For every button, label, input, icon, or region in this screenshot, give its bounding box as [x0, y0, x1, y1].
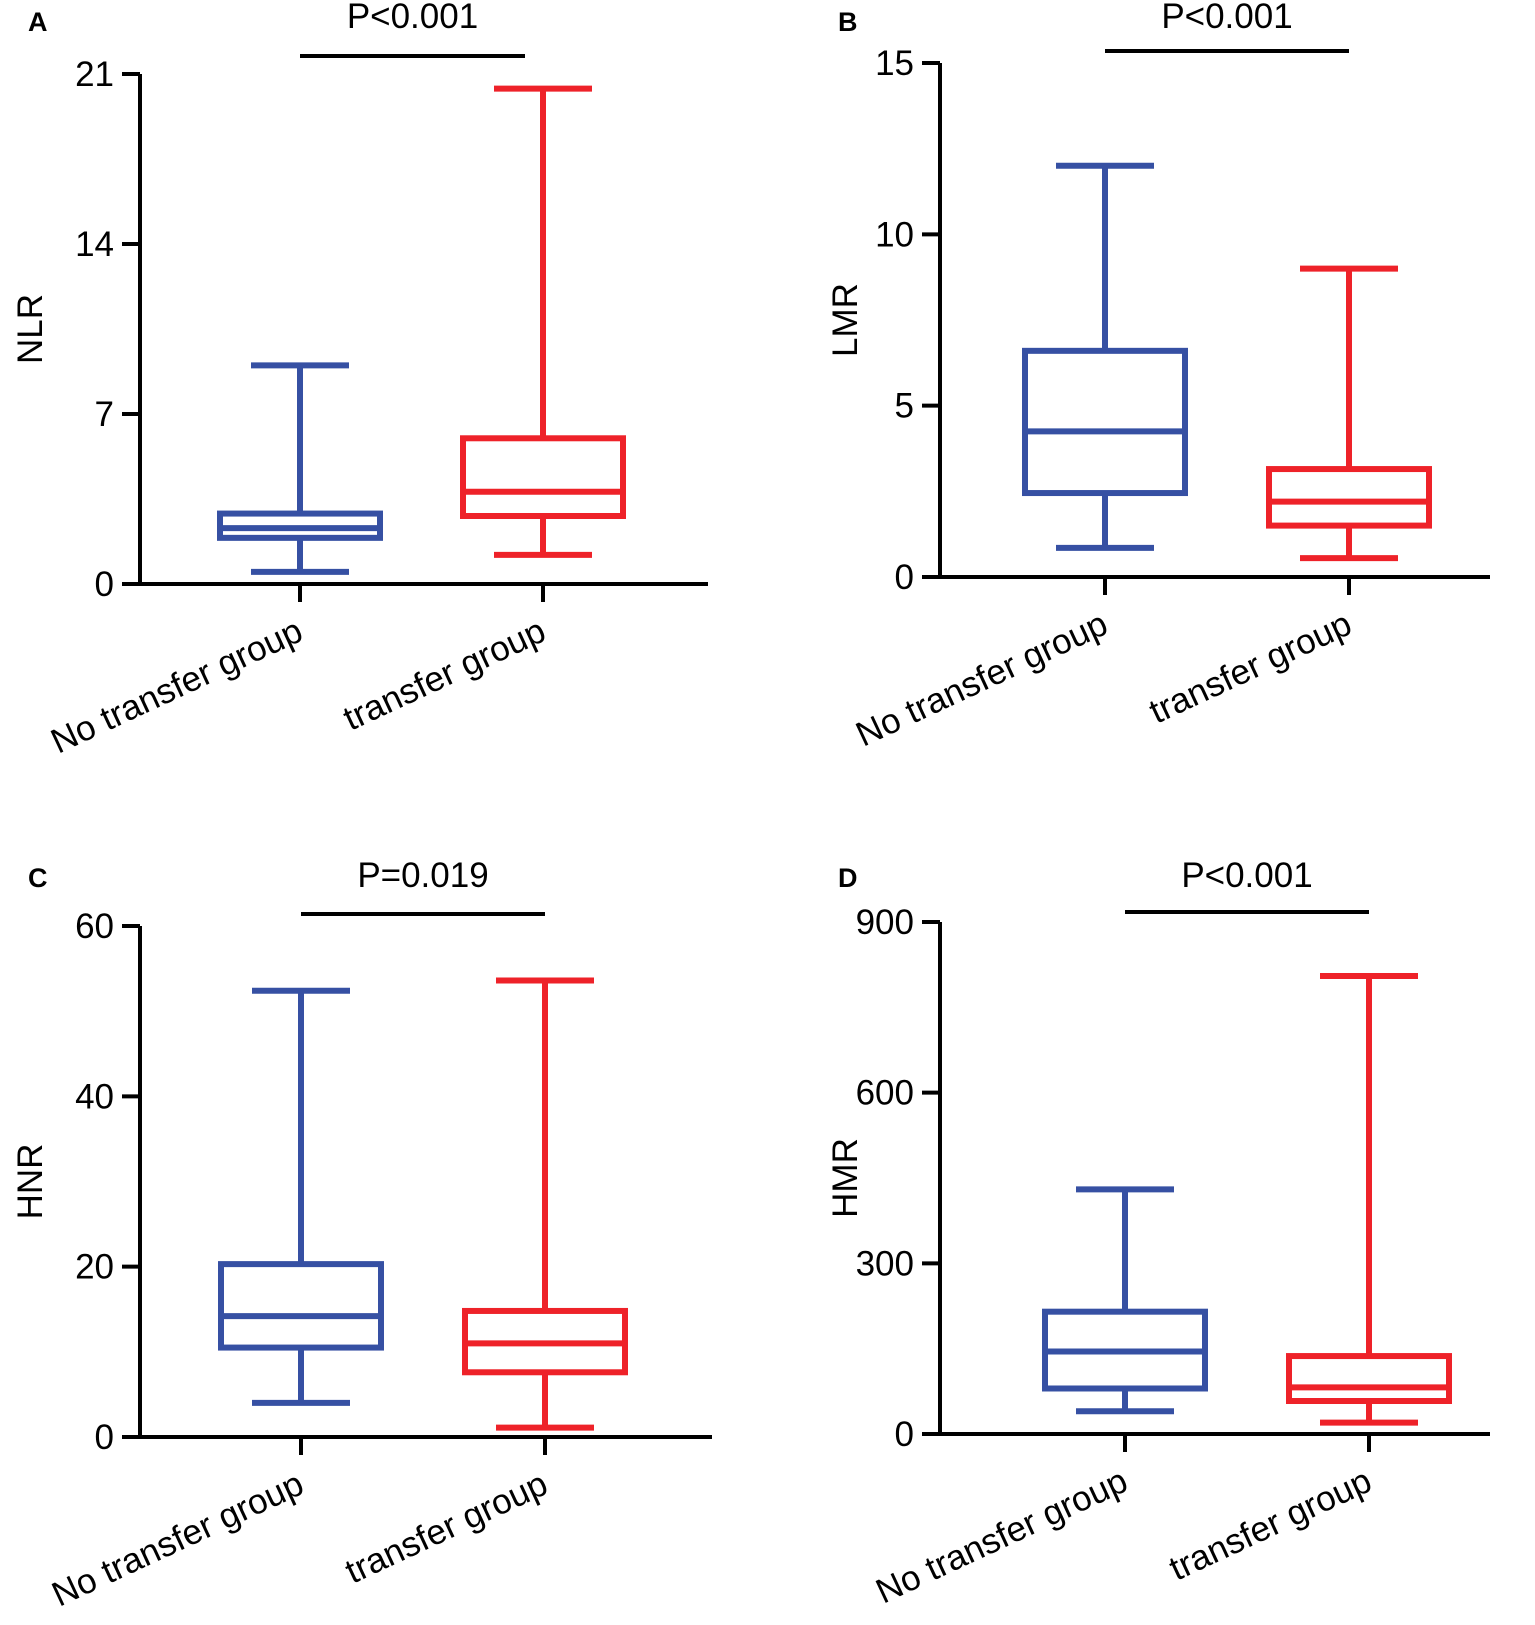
- y-tick-label: 7: [95, 395, 114, 434]
- x-category-label: No transfer group: [45, 611, 308, 761]
- y-tick-label: 0: [895, 558, 914, 597]
- y-axis-label: HMR: [826, 1138, 865, 1218]
- x-category-label: transfer group: [339, 1464, 553, 1591]
- y-axis-label: HNR: [11, 1144, 50, 1220]
- box-transfer: [462, 977, 628, 1431]
- iqr-box: [1022, 347, 1188, 497]
- panel-letter: D: [838, 863, 858, 893]
- y-tick-label: 0: [895, 1415, 914, 1454]
- y-tick-label: 20: [75, 1248, 114, 1287]
- panel-letter: C: [28, 863, 48, 893]
- chart-panel-a: A 0 7 14 21 NLR P<0.001 No transfer group transf…: [11, 0, 708, 761]
- box-no-transfer: [1042, 1186, 1208, 1415]
- panel-letter: B: [838, 7, 858, 37]
- box-transfer: [1266, 265, 1432, 562]
- x-category-label: No transfer group: [870, 1461, 1133, 1611]
- box-no-transfer: [1022, 162, 1188, 551]
- p-value-label: P<0.001: [347, 0, 478, 36]
- panel-letter: A: [28, 7, 48, 37]
- y-axis-label: NLR: [11, 294, 50, 364]
- chart-panel-d: D 0 300 600 900 HMR P<0.001 No transfer group tr…: [826, 856, 1490, 1611]
- p-value-label: P=0.019: [357, 856, 488, 895]
- x-category-label: transfer group: [1143, 604, 1357, 731]
- x-category-label: No transfer group: [850, 604, 1113, 754]
- x-category-label: transfer group: [337, 611, 551, 738]
- box-no-transfer: [217, 362, 383, 575]
- y-tick-label: 15: [875, 44, 914, 83]
- y-axis-label: LMR: [826, 283, 865, 357]
- y-tick-label: 0: [95, 1418, 114, 1457]
- y-tick-label: 5: [895, 387, 914, 426]
- y-tick-label: 0: [95, 565, 114, 604]
- box-no-transfer: [218, 987, 384, 1406]
- y-tick-label: 60: [75, 907, 114, 946]
- x-category-label: No transfer group: [46, 1464, 309, 1614]
- p-value-label: P<0.001: [1181, 856, 1312, 895]
- y-tick-label: 14: [75, 225, 114, 264]
- iqr-box: [218, 1261, 384, 1351]
- iqr-box: [460, 435, 626, 519]
- iqr-box: [1266, 466, 1432, 529]
- box-transfer: [460, 85, 626, 558]
- y-tick-label: 900: [856, 903, 914, 942]
- box-transfer: [1286, 973, 1452, 1426]
- y-tick-label: 21: [75, 55, 114, 94]
- chart-panel-b: B 0 5 10 15 LMR P<0.001 No transfer group transf…: [826, 0, 1490, 754]
- chart-panel-c: C 0 20 40 60 HNR P=0.019 No transfer group trans…: [11, 856, 712, 1614]
- y-tick-label: 600: [856, 1074, 914, 1113]
- x-category-label: transfer group: [1163, 1461, 1377, 1588]
- y-tick-label: 40: [75, 1077, 114, 1116]
- p-value-label: P<0.001: [1161, 0, 1292, 36]
- y-tick-label: 300: [856, 1244, 914, 1283]
- y-tick-label: 10: [875, 215, 914, 254]
- iqr-box: [1286, 1353, 1452, 1405]
